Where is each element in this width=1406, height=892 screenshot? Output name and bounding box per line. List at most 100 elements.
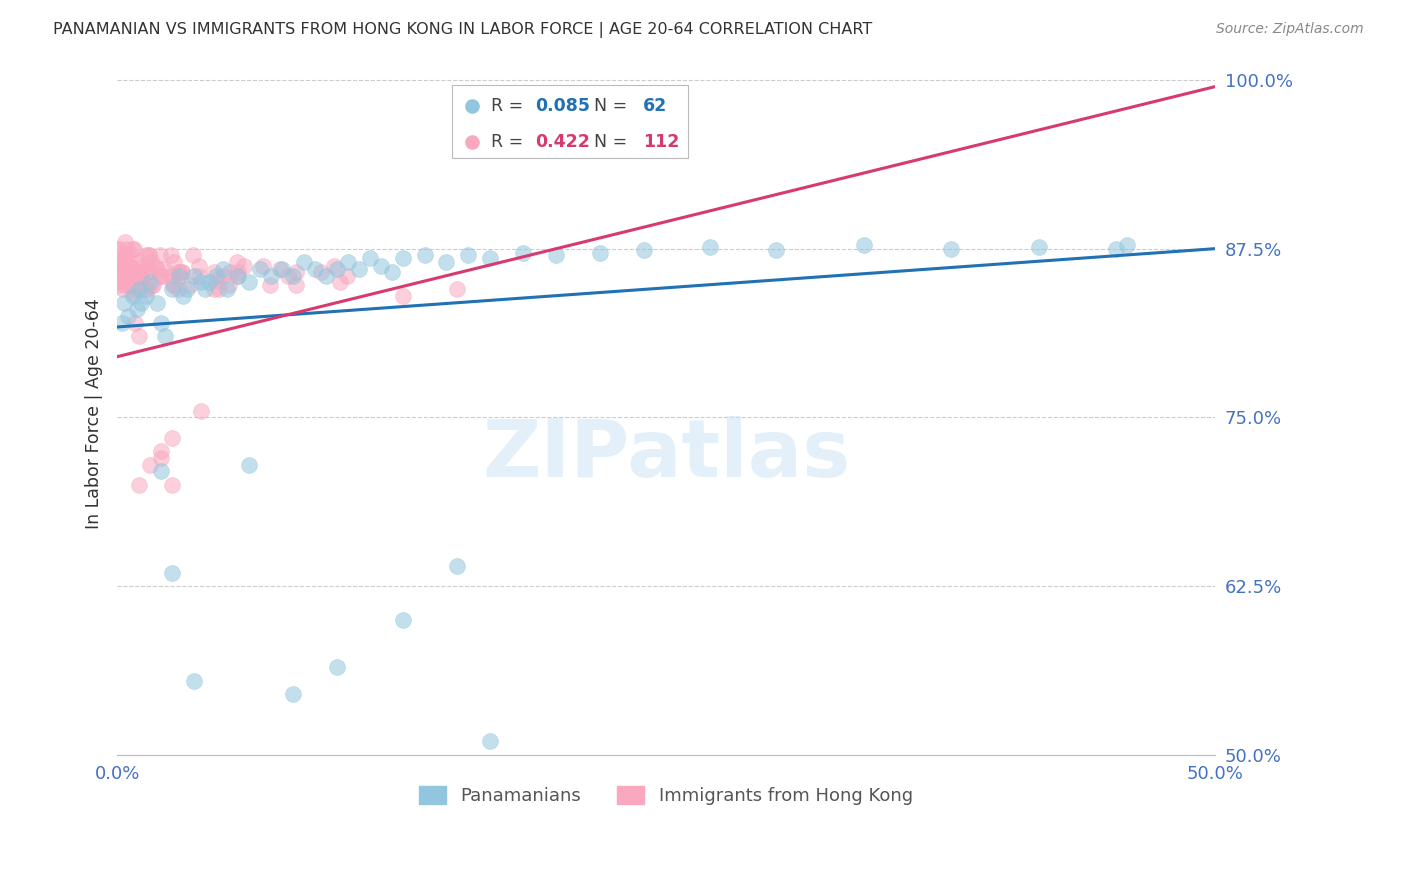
Point <box>176 282 198 296</box>
Point <box>110 255 132 269</box>
Point <box>188 259 211 273</box>
Point <box>121 282 143 296</box>
Point <box>121 261 143 276</box>
Point <box>304 261 326 276</box>
Point <box>122 286 145 301</box>
Point <box>150 444 173 458</box>
Point <box>941 242 963 256</box>
Point <box>122 242 145 256</box>
Point <box>1105 242 1128 256</box>
Point <box>128 273 150 287</box>
Point <box>107 255 129 269</box>
Point <box>117 265 139 279</box>
Point <box>163 255 186 269</box>
Point <box>852 237 875 252</box>
Point <box>202 282 225 296</box>
Point <box>115 268 138 283</box>
Point <box>190 403 212 417</box>
Point <box>129 268 152 283</box>
Point <box>115 261 138 276</box>
Point <box>215 282 238 296</box>
Point <box>284 265 307 279</box>
Point <box>309 265 332 279</box>
Point <box>150 464 173 478</box>
Point <box>107 278 129 293</box>
Point <box>150 450 173 465</box>
Point <box>270 261 292 276</box>
Point <box>121 289 143 303</box>
Point <box>218 278 240 293</box>
Point <box>135 248 157 262</box>
Point <box>183 673 205 688</box>
Point <box>114 235 136 249</box>
Point <box>129 268 152 283</box>
Point <box>179 278 201 293</box>
Point <box>163 278 186 293</box>
Point <box>226 268 249 283</box>
Point <box>815 138 838 153</box>
Point <box>121 265 143 279</box>
FancyBboxPatch shape <box>451 85 688 159</box>
Text: Source: ZipAtlas.com: Source: ZipAtlas.com <box>1216 22 1364 37</box>
Point <box>325 261 347 276</box>
Point <box>139 276 162 290</box>
Point <box>131 295 153 310</box>
Point <box>105 242 128 256</box>
Point <box>149 268 172 283</box>
Point <box>110 259 132 273</box>
Point <box>136 259 159 273</box>
Point <box>359 251 381 265</box>
Point <box>149 268 172 283</box>
Point <box>187 268 209 283</box>
Point <box>111 248 134 262</box>
Point <box>457 248 479 262</box>
Point <box>336 268 359 283</box>
Point <box>114 278 136 293</box>
Point <box>108 242 131 256</box>
Point <box>107 276 129 290</box>
Point <box>446 558 468 573</box>
Point <box>238 458 260 472</box>
Point <box>160 566 183 580</box>
Point <box>160 431 183 445</box>
Point <box>111 261 134 276</box>
Point <box>336 255 359 269</box>
Point <box>183 268 205 283</box>
Point <box>512 245 534 260</box>
Point <box>381 265 404 279</box>
Point <box>815 210 838 224</box>
Point <box>546 248 568 262</box>
Point <box>205 273 228 287</box>
Point <box>226 265 249 279</box>
Point <box>110 268 132 283</box>
Y-axis label: In Labor Force | Age 20-64: In Labor Force | Age 20-64 <box>86 299 103 530</box>
Point <box>160 248 183 262</box>
Point <box>260 268 283 283</box>
Point <box>127 261 149 276</box>
Point <box>633 243 655 257</box>
Text: PANAMANIAN VS IMMIGRANTS FROM HONG KONG IN LABOR FORCE | AGE 20-64 CORRELATION C: PANAMANIAN VS IMMIGRANTS FROM HONG KONG … <box>53 22 873 38</box>
Point <box>111 259 134 273</box>
Point <box>238 276 260 290</box>
Point <box>699 240 721 254</box>
Point <box>323 259 346 273</box>
Point <box>117 259 139 273</box>
Point <box>160 478 183 492</box>
Point <box>128 265 150 279</box>
Point <box>122 273 145 287</box>
Text: N =: N = <box>582 97 633 115</box>
Point <box>115 251 138 265</box>
Point <box>259 278 281 293</box>
Point <box>146 261 169 276</box>
Text: R =: R = <box>492 133 529 152</box>
Point <box>118 259 141 273</box>
Point <box>139 458 162 472</box>
Point <box>166 282 188 296</box>
Point <box>160 282 183 296</box>
Point <box>128 329 150 343</box>
Point <box>329 276 352 290</box>
Point <box>145 259 167 273</box>
Point <box>141 278 163 293</box>
Point <box>120 265 142 279</box>
Point <box>118 278 141 293</box>
